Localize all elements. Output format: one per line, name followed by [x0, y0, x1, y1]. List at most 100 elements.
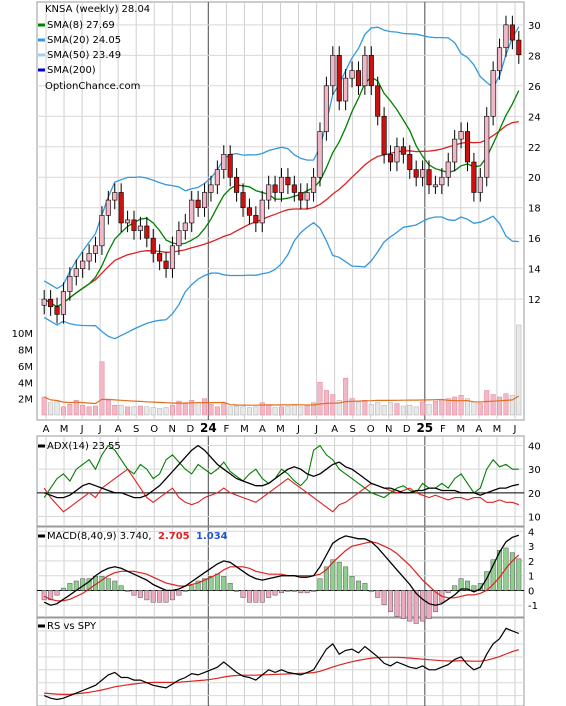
candle-body — [509, 24, 515, 41]
macd-histogram-bar — [413, 590, 419, 624]
di-minus-line — [43, 468, 519, 513]
candle-body — [471, 161, 477, 193]
macd-histogram-bar — [304, 590, 310, 594]
site-label: OptionChance.com — [45, 81, 140, 92]
candle-body — [330, 55, 336, 87]
volume-bar — [272, 407, 278, 416]
macd-histogram-bar — [144, 590, 150, 601]
di-plus-line — [43, 444, 519, 499]
candle-body — [413, 169, 419, 178]
candle-body — [516, 39, 522, 56]
volume-bar — [317, 382, 323, 416]
macd-title: MACD(8,40,9) 3.740, — [47, 531, 152, 542]
macd-histogram-bar — [125, 590, 131, 592]
candle-body — [234, 176, 240, 193]
volume-bar — [407, 404, 413, 416]
volume-y-tick: 6M — [18, 362, 33, 373]
candle-body — [317, 131, 323, 178]
macd-signal-line — [43, 541, 520, 602]
macd-histogram-bar — [137, 590, 143, 598]
candle-body — [432, 184, 438, 188]
volume-bar — [227, 406, 233, 416]
candle-body — [131, 219, 137, 231]
x-tick-label: N — [385, 424, 392, 435]
volume-bar — [388, 402, 394, 416]
macd-histogram-bar — [516, 558, 522, 591]
candle-body — [381, 115, 387, 155]
macd-y-tick: -1 — [528, 601, 538, 612]
candle-body — [86, 253, 92, 262]
macd-histogram-bar — [41, 590, 47, 601]
candle-body — [105, 199, 111, 216]
x-tick-label: J — [98, 424, 102, 435]
chart-title: KNSA (weekly) 28.04 — [45, 4, 150, 15]
candle-body — [278, 176, 285, 193]
x-tick-label: A — [115, 424, 122, 435]
volume-bar — [246, 407, 252, 416]
volume-bar — [54, 401, 60, 416]
volume-bar — [105, 400, 111, 416]
macd-legend: MACD(8,40,9) 3.740, 2.705 1.034 — [38, 531, 228, 542]
volume-bar — [471, 401, 477, 416]
x-tick-label: O — [150, 424, 158, 435]
candle-body — [426, 169, 432, 186]
volume-bar — [420, 401, 426, 416]
x-tick-label: S — [349, 424, 355, 435]
candle-body — [246, 207, 252, 216]
volume-bar — [298, 406, 304, 416]
macd-histogram-bar — [471, 585, 477, 591]
macd-histogram-bar — [464, 580, 470, 591]
macd-histogram-bar — [452, 585, 458, 591]
volume-bar — [195, 402, 201, 416]
volume-bar — [157, 408, 163, 416]
candle-body — [176, 230, 182, 247]
candle-body — [92, 245, 99, 254]
candle-body — [221, 154, 227, 170]
macd-histogram-bar — [234, 590, 240, 592]
macd-histogram-bar — [112, 580, 118, 591]
candle-body — [362, 55, 368, 87]
candle-body — [464, 131, 471, 163]
candle-body — [182, 222, 188, 231]
volume-bar — [323, 390, 329, 416]
volume-bar — [253, 406, 259, 416]
adx-y-tick: 40 — [528, 441, 541, 452]
macd-histogram-bar — [349, 576, 355, 591]
candle-body — [118, 192, 124, 224]
macd-histogram-bar — [105, 578, 111, 591]
macd-histogram-bar — [285, 590, 291, 592]
macd-histogram-bar — [490, 559, 496, 591]
candle-body — [400, 146, 406, 155]
macd-histogram-bar — [169, 590, 175, 601]
x-tick-label: M — [276, 424, 285, 435]
macd-histogram-bar — [394, 590, 400, 617]
legend-sma50: SMA(50) 23.49 — [47, 50, 121, 61]
volume-bar — [458, 395, 464, 416]
candle-body — [150, 237, 156, 254]
candle-body — [349, 70, 355, 79]
volume-bar — [400, 405, 406, 416]
macd-histogram-bar — [298, 590, 304, 594]
macd-histogram-bar — [497, 550, 503, 591]
volume-bar — [368, 404, 374, 416]
candle-body — [368, 55, 374, 87]
macd-value-label: 2.705 — [158, 531, 190, 542]
adx-y-tick: 30 — [528, 465, 541, 476]
macd-histogram-bar — [246, 590, 252, 603]
macd-histogram-bar — [381, 590, 387, 605]
macd-histogram-bar — [195, 580, 201, 591]
candle-body — [208, 184, 214, 193]
price-y-tick: 16 — [528, 234, 541, 245]
volume-bar — [452, 396, 458, 416]
volume-bar — [490, 394, 496, 416]
macd-y-tick: 4 — [528, 527, 534, 538]
x-tick-label: A — [475, 424, 482, 435]
candle-body — [195, 199, 201, 209]
macd-histogram-bar — [131, 590, 137, 596]
candle-body — [60, 291, 66, 315]
macd-histogram-bar — [388, 590, 394, 612]
candle-body — [240, 192, 246, 209]
x-tick-label: D — [403, 424, 411, 435]
